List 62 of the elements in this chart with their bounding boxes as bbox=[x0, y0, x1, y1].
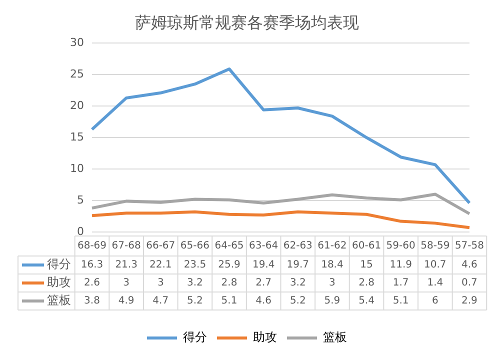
x-tick-label: 57-58 bbox=[454, 240, 484, 252]
data-label: 2.6 bbox=[84, 278, 100, 289]
data-label: 22.1 bbox=[150, 260, 172, 271]
data-label: 10.7 bbox=[424, 260, 446, 271]
legend-label: 得分 bbox=[47, 257, 71, 272]
text: 篮板 bbox=[323, 330, 347, 344]
data-label: 2.8 bbox=[358, 278, 374, 289]
data-label: 5.1 bbox=[221, 296, 238, 307]
y-tick-label: 10 bbox=[70, 162, 84, 175]
data-label: 3.2 bbox=[290, 278, 306, 289]
legend-label: 助攻 bbox=[47, 275, 71, 290]
data-label: 1.7 bbox=[392, 278, 409, 289]
data-label: 15 bbox=[360, 260, 373, 271]
data-label: 4.6 bbox=[256, 296, 272, 307]
legend-label: 篮板 bbox=[47, 293, 71, 308]
data-label: 2.8 bbox=[221, 278, 238, 289]
data-label: 5.9 bbox=[324, 296, 340, 307]
y-tick-label: 25 bbox=[70, 68, 84, 81]
data-label: 2.7 bbox=[256, 278, 272, 289]
x-tick-label: 66-67 bbox=[146, 240, 176, 252]
text: 得分 bbox=[183, 330, 207, 344]
data-label: 0.7 bbox=[462, 278, 478, 289]
x-tick-label: 59-60 bbox=[386, 240, 416, 252]
data-label: 4.9 bbox=[118, 296, 134, 307]
data-label: 3 bbox=[123, 278, 130, 289]
data-label: 6 bbox=[432, 296, 438, 307]
x-tick-label: 62-63 bbox=[283, 240, 312, 252]
data-label: 5.2 bbox=[290, 296, 306, 307]
data-label: 3.2 bbox=[186, 278, 203, 289]
data-label: 3 bbox=[157, 278, 164, 289]
data-label: 1.4 bbox=[427, 278, 444, 289]
data-label: 21.3 bbox=[115, 260, 138, 271]
data-label: 5.1 bbox=[392, 296, 409, 307]
data-label: 11.9 bbox=[390, 260, 412, 271]
data-label: 18.4 bbox=[321, 260, 344, 271]
x-tick-label: 67-68 bbox=[112, 240, 141, 252]
x-tick-label: 68-69 bbox=[77, 240, 107, 252]
x-tick-label: 63-64 bbox=[249, 240, 278, 252]
x-tick-label: 65-66 bbox=[180, 240, 210, 252]
x-tick-label: 61-62 bbox=[318, 240, 347, 252]
chart-title: 萨姆琼斯常规赛各赛季场均表现 bbox=[135, 12, 359, 32]
data-label: 3 bbox=[329, 278, 336, 289]
data-label: 5.2 bbox=[186, 296, 203, 307]
text: 助攻 bbox=[253, 330, 277, 344]
data-label: 4.7 bbox=[152, 296, 169, 307]
data-label: 5.4 bbox=[358, 296, 374, 307]
y-tick-label: 15 bbox=[70, 130, 84, 144]
x-tick-label: 58-59 bbox=[420, 240, 450, 252]
x-tick-label: 64-65 bbox=[214, 240, 244, 252]
data-label: 2.9 bbox=[462, 296, 478, 307]
data-label: 25.9 bbox=[218, 260, 240, 271]
y-tick-label: 20 bbox=[70, 98, 84, 112]
data-label: 4.6 bbox=[462, 260, 478, 271]
data-label: 16.3 bbox=[80, 260, 104, 271]
data-label: 3.8 bbox=[84, 296, 100, 307]
x-tick-label: 60-61 bbox=[352, 240, 382, 252]
data-label: 23.5 bbox=[184, 260, 206, 271]
y-tick-label: 30 bbox=[70, 36, 84, 50]
data-label: 19.7 bbox=[286, 260, 310, 271]
y-tick-label: 0 bbox=[77, 224, 84, 238]
y-tick-label: 5 bbox=[77, 193, 84, 206]
data-label: 19.4 bbox=[252, 260, 275, 271]
